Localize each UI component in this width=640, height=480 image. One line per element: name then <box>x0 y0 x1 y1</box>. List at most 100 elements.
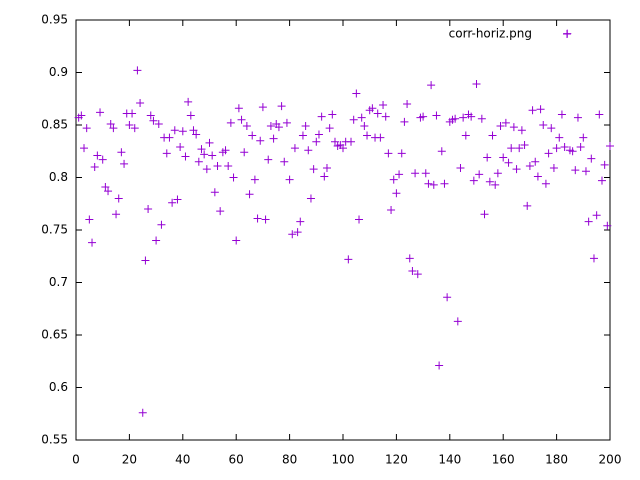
point <box>360 122 369 131</box>
point <box>181 152 190 161</box>
point <box>539 121 548 129</box>
point <box>544 149 553 158</box>
point <box>216 207 225 216</box>
point <box>202 165 211 174</box>
point <box>413 270 422 279</box>
point <box>600 160 609 169</box>
point <box>205 138 214 147</box>
point <box>533 172 542 181</box>
x-tick-label: 200 <box>599 453 622 467</box>
point <box>453 317 462 326</box>
point <box>501 118 510 127</box>
point <box>168 198 177 207</box>
point <box>347 137 356 146</box>
point <box>213 161 222 170</box>
point <box>387 206 396 215</box>
x-tick-label: 140 <box>438 453 461 467</box>
x-tick-label: 60 <box>229 453 244 467</box>
point <box>234 104 243 113</box>
point <box>357 113 366 122</box>
point <box>395 170 404 179</box>
y-tick-label: 0.7 <box>49 275 68 289</box>
point <box>435 361 444 370</box>
point <box>456 164 465 173</box>
x-tick-label: 40 <box>175 453 190 467</box>
point <box>154 119 163 128</box>
y-tick-label: 0.85 <box>41 118 68 132</box>
point <box>98 155 107 164</box>
point <box>266 122 275 131</box>
point <box>555 133 564 142</box>
point <box>245 190 254 199</box>
point <box>381 112 390 121</box>
y-tick-label: 0.6 <box>49 380 68 394</box>
point <box>419 112 428 121</box>
x-tick-label: 120 <box>385 453 408 467</box>
point <box>261 215 270 224</box>
point <box>531 157 540 166</box>
point <box>237 115 246 124</box>
point <box>509 123 518 132</box>
point <box>128 109 137 118</box>
point <box>405 254 414 263</box>
point <box>301 122 310 131</box>
point <box>208 151 217 160</box>
point <box>499 153 508 162</box>
point <box>133 66 142 75</box>
point <box>77 111 86 120</box>
point <box>325 124 334 133</box>
point <box>312 137 321 146</box>
point <box>504 158 513 167</box>
point <box>571 166 580 175</box>
point <box>557 110 566 119</box>
point <box>541 179 550 188</box>
point <box>194 157 203 166</box>
point <box>579 133 588 142</box>
point <box>573 113 582 122</box>
point <box>109 124 118 133</box>
point <box>178 127 187 136</box>
point <box>488 131 497 140</box>
plot-border <box>75 19 611 441</box>
point <box>221 146 230 155</box>
point <box>138 408 147 417</box>
point <box>403 100 412 108</box>
x-tick-label: 0 <box>72 453 80 467</box>
point <box>373 109 382 118</box>
point <box>112 210 121 219</box>
point <box>493 169 502 178</box>
point <box>229 173 238 182</box>
point <box>528 106 537 115</box>
point <box>186 111 195 120</box>
point <box>451 114 460 123</box>
point <box>437 147 446 156</box>
point <box>85 215 94 224</box>
point <box>520 140 529 149</box>
point <box>597 176 606 185</box>
point <box>595 110 604 119</box>
point <box>424 179 433 188</box>
y-tick-label: 0.75 <box>41 223 68 237</box>
point <box>290 144 299 153</box>
point <box>269 134 278 143</box>
point <box>549 164 558 173</box>
point <box>306 194 315 203</box>
point <box>515 144 524 153</box>
point <box>162 149 171 158</box>
point <box>258 103 267 112</box>
point <box>536 105 545 114</box>
point <box>309 165 318 174</box>
point <box>176 143 185 152</box>
point <box>581 167 590 176</box>
point <box>189 126 198 135</box>
point <box>389 175 398 184</box>
point <box>483 153 492 162</box>
x-tick-label: 100 <box>332 453 355 467</box>
point <box>157 220 166 229</box>
point <box>256 136 265 145</box>
point <box>477 114 486 123</box>
point <box>117 148 126 157</box>
point <box>200 150 209 159</box>
point <box>240 148 249 157</box>
point <box>224 161 233 170</box>
